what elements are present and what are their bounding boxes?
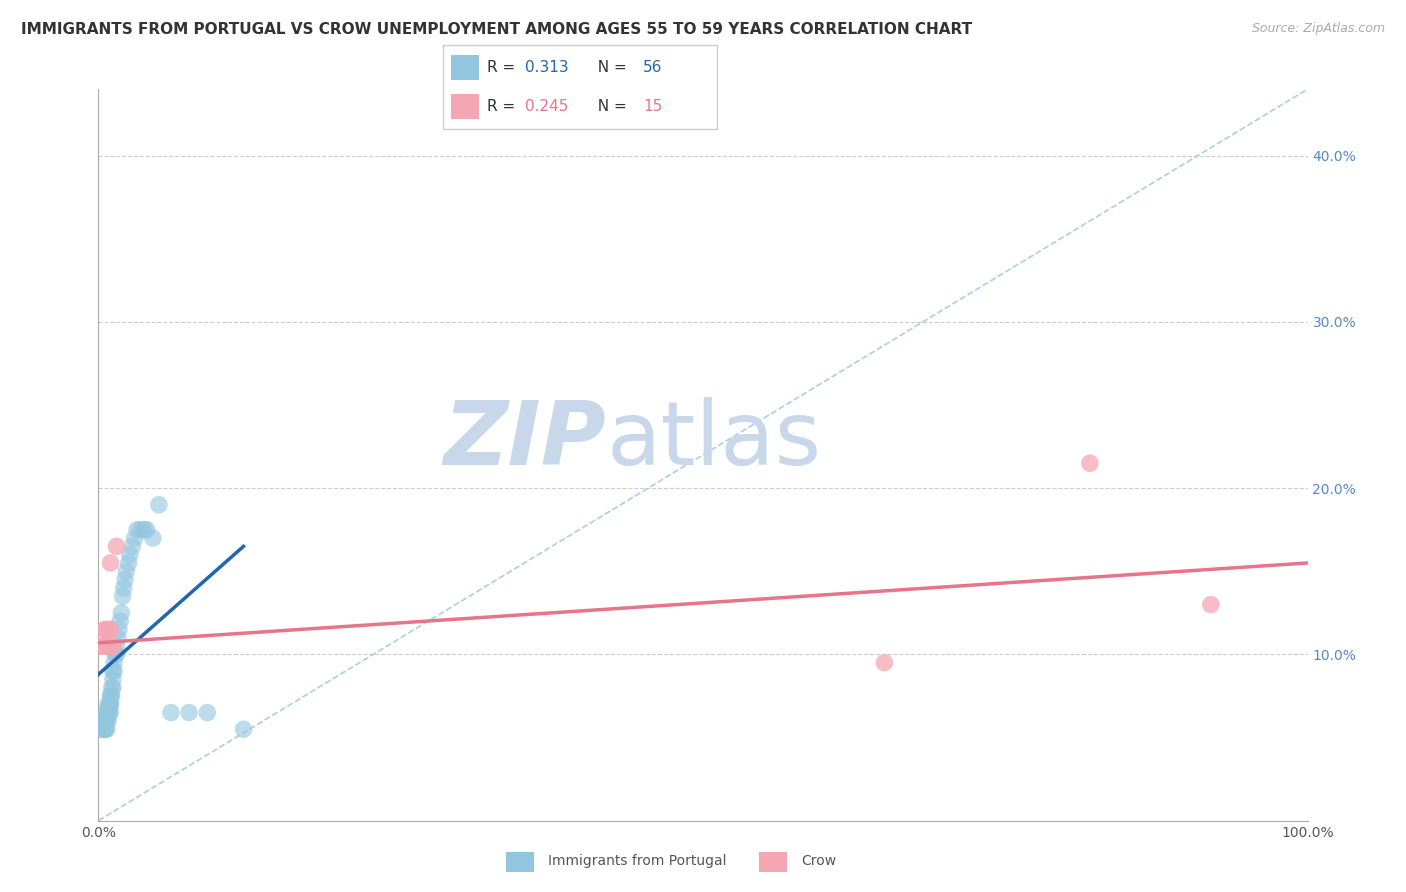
Point: [100, 698, 122, 712]
Point: [104, 648, 127, 662]
Point: [135, 523, 157, 537]
Point: [94, 714, 117, 728]
Text: N =: N =: [588, 60, 631, 75]
Point: [93, 623, 115, 637]
Point: [160, 706, 183, 720]
Point: [93, 714, 115, 728]
Point: [108, 623, 131, 637]
Point: [100, 623, 122, 637]
Point: [179, 706, 201, 720]
Point: [105, 639, 128, 653]
Point: [142, 531, 165, 545]
Point: [100, 698, 122, 712]
Text: Immigrants from Portugal: Immigrants from Portugal: [548, 854, 727, 868]
Point: [118, 556, 141, 570]
Point: [96, 723, 118, 737]
Point: [112, 581, 135, 595]
FancyBboxPatch shape: [759, 852, 787, 872]
Point: [91, 639, 114, 653]
Point: [115, 564, 138, 578]
Point: [873, 656, 896, 670]
Point: [111, 589, 134, 603]
Text: IMMIGRANTS FROM PORTUGAL VS CROW UNEMPLOYMENT AMONG AGES 55 TO 59 YEARS CORRELAT: IMMIGRANTS FROM PORTUGAL VS CROW UNEMPLO…: [21, 22, 972, 37]
Point: [148, 498, 170, 512]
Point: [93, 723, 115, 737]
FancyBboxPatch shape: [451, 94, 478, 120]
Point: [98, 623, 121, 637]
Point: [96, 639, 118, 653]
Text: Source: ZipAtlas.com: Source: ZipAtlas.com: [1251, 22, 1385, 36]
FancyBboxPatch shape: [506, 852, 534, 872]
Point: [1078, 456, 1101, 470]
Point: [100, 681, 122, 695]
Point: [97, 698, 120, 712]
Point: [127, 523, 149, 537]
Point: [103, 664, 125, 678]
Point: [93, 714, 115, 728]
Point: [101, 673, 124, 687]
Point: [232, 723, 254, 737]
Point: [107, 631, 129, 645]
Text: atlas: atlas: [606, 397, 821, 483]
Point: [100, 689, 122, 703]
Point: [101, 664, 124, 678]
Text: ZIP: ZIP: [443, 397, 606, 483]
Text: R =: R =: [486, 60, 520, 75]
Text: 15: 15: [643, 99, 662, 114]
Point: [96, 706, 118, 720]
Point: [110, 606, 132, 620]
Point: [94, 706, 117, 720]
Point: [100, 556, 122, 570]
Point: [94, 623, 117, 637]
Point: [91, 714, 114, 728]
Point: [100, 689, 122, 703]
Text: Crow: Crow: [801, 854, 837, 868]
Point: [129, 523, 152, 537]
Point: [124, 531, 146, 545]
Point: [96, 714, 118, 728]
Point: [91, 723, 114, 737]
Point: [100, 706, 122, 720]
Point: [121, 539, 143, 553]
FancyBboxPatch shape: [451, 54, 478, 80]
Point: [114, 573, 136, 587]
Point: [101, 639, 124, 653]
Point: [105, 539, 128, 553]
Point: [1199, 598, 1222, 612]
Text: N =: N =: [588, 99, 631, 114]
Point: [98, 698, 121, 712]
Text: 56: 56: [643, 60, 662, 75]
Point: [98, 706, 121, 720]
Point: [101, 681, 124, 695]
Point: [108, 614, 131, 628]
Point: [94, 723, 117, 737]
Text: R =: R =: [486, 99, 520, 114]
Point: [118, 548, 141, 562]
Text: 0.245: 0.245: [526, 99, 568, 114]
Point: [100, 689, 122, 703]
Point: [105, 648, 128, 662]
Point: [97, 639, 120, 653]
Point: [93, 723, 115, 737]
Point: [91, 714, 114, 728]
Point: [97, 714, 120, 728]
Point: [91, 723, 114, 737]
Point: [91, 639, 114, 653]
Text: 0.313: 0.313: [526, 60, 569, 75]
Point: [134, 523, 156, 537]
Point: [103, 656, 125, 670]
FancyBboxPatch shape: [443, 45, 717, 129]
Point: [100, 639, 122, 653]
Point: [97, 706, 120, 720]
Point: [195, 706, 218, 720]
